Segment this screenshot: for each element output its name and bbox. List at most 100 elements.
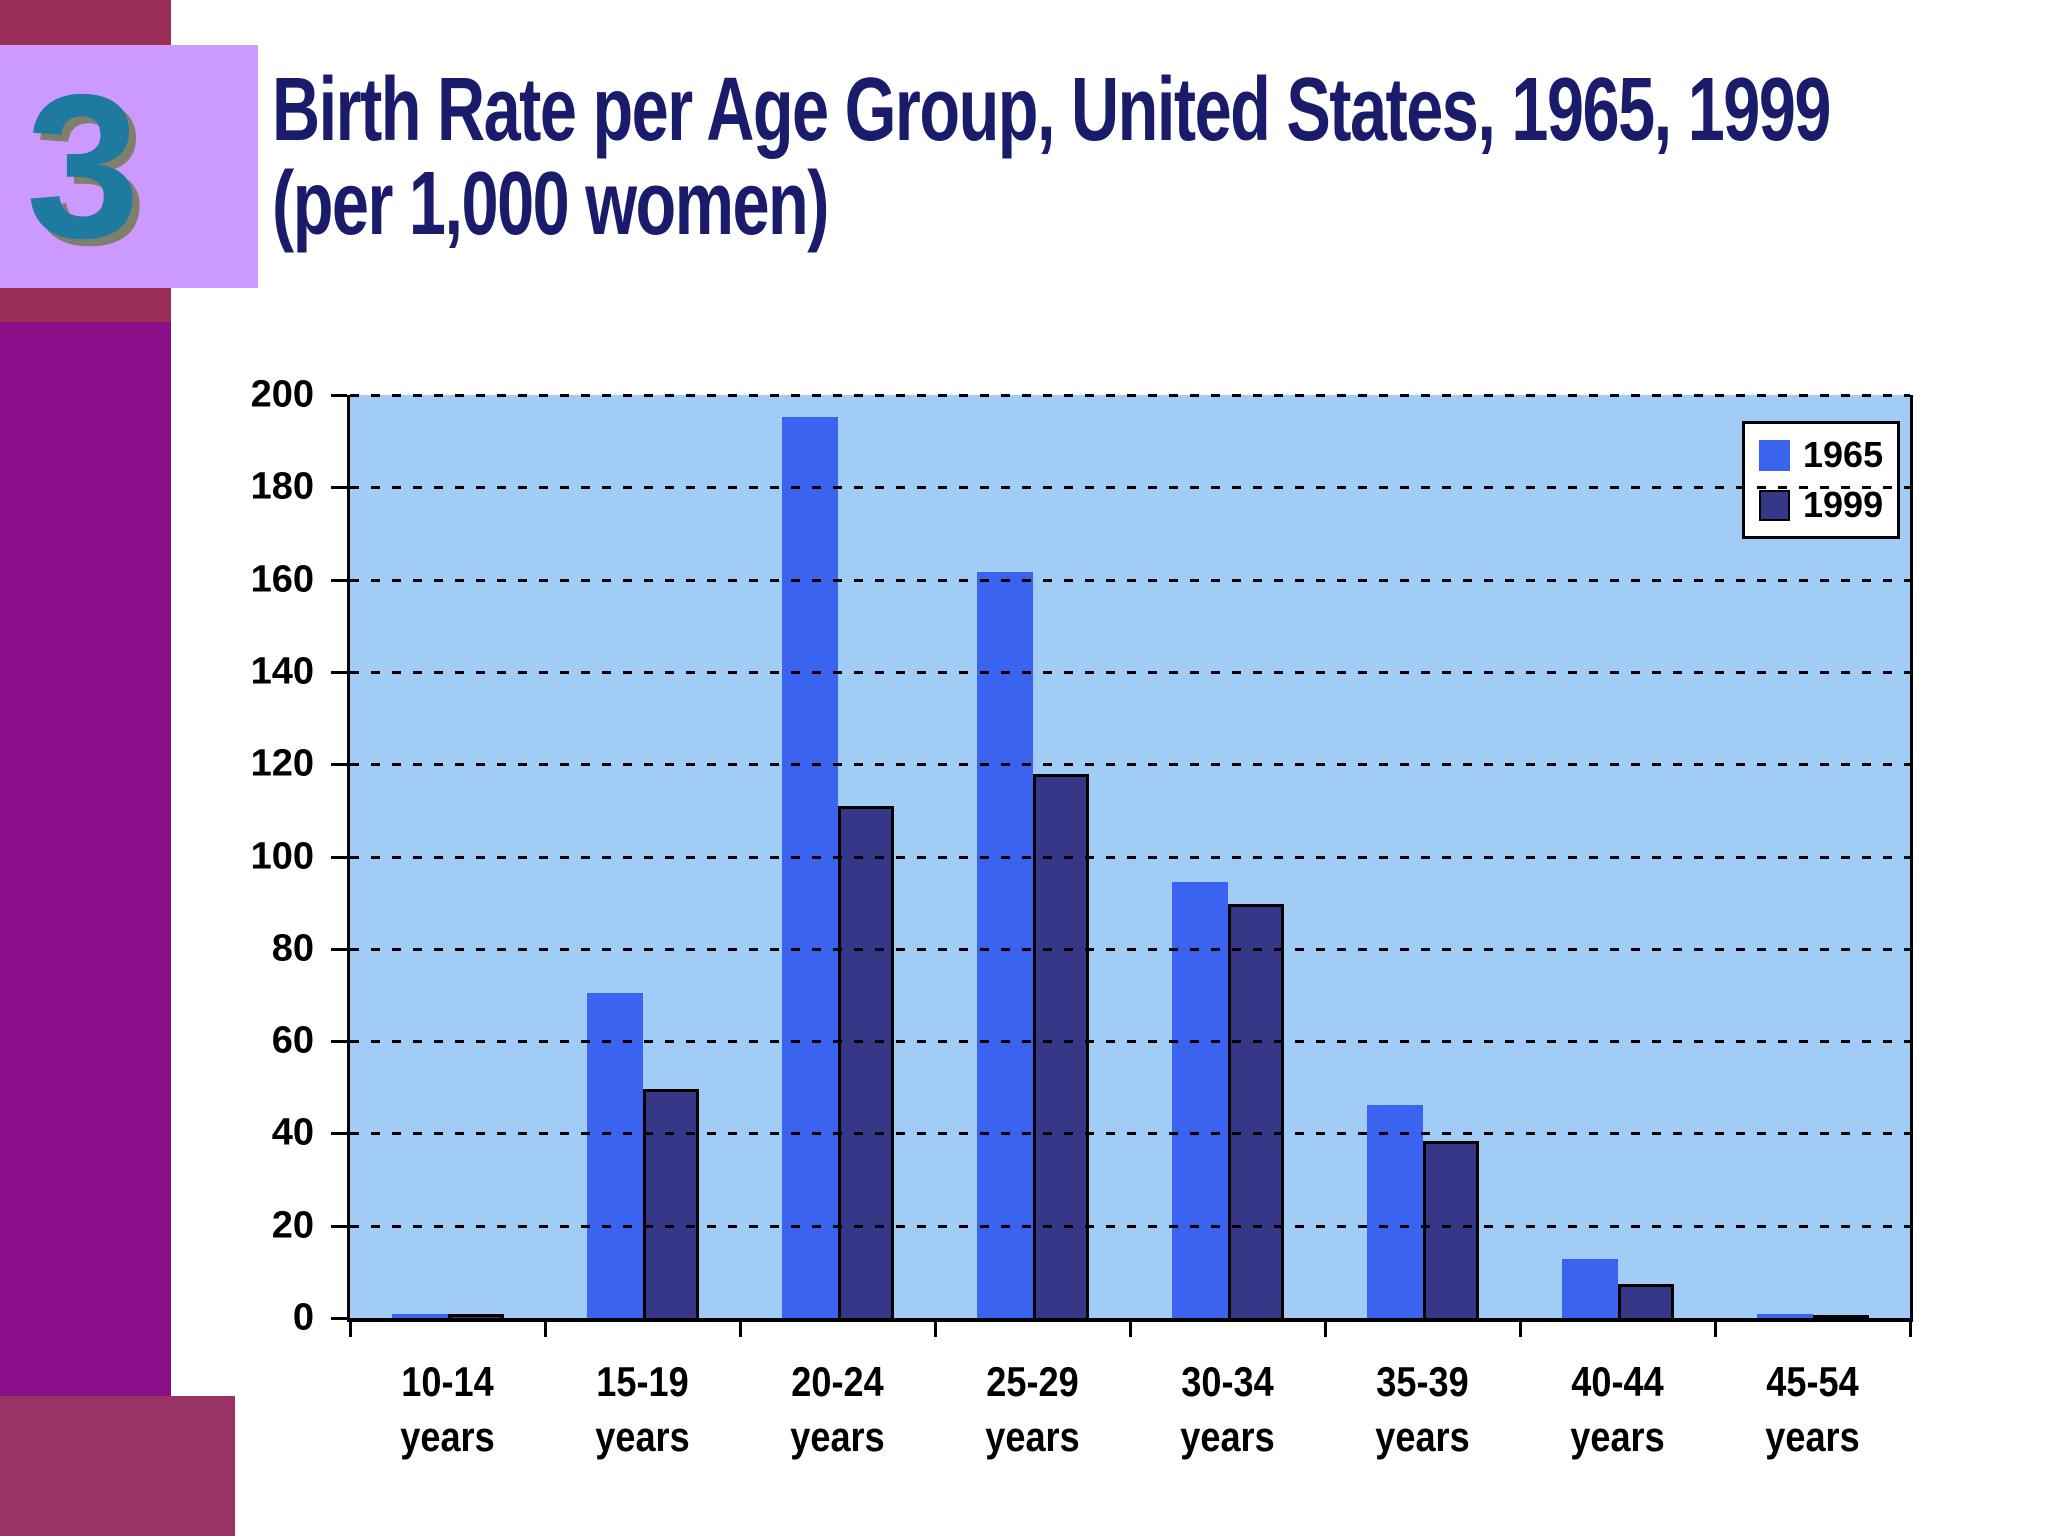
y-axis-label-40: 40	[271, 1111, 314, 1154]
legend-label-1999: 1999	[1803, 484, 1884, 525]
category-label-line: years	[595, 1413, 690, 1460]
y-axis-tick-80	[331, 947, 347, 951]
slide-title-line2: (per 1,000 women)	[272, 153, 829, 254]
y-axis-label-180: 180	[250, 465, 314, 508]
x-axis-tick-8	[1909, 1322, 1912, 1337]
category-label-line: years	[1765, 1413, 1860, 1460]
bottom-accent-block	[0, 1396, 235, 1536]
y-axis-tick-180	[331, 486, 347, 490]
category-label-line: 20-24	[791, 1358, 884, 1405]
y-axis-tick-160	[331, 578, 347, 582]
category-label-line: 45-54	[1766, 1358, 1859, 1405]
bar-group-20-24	[740, 395, 935, 1318]
y-axis-label-140: 140	[250, 650, 314, 693]
bar-group-45-54	[1715, 395, 1910, 1318]
bar-1965-40-44	[1561, 1259, 1618, 1318]
bar-1965-35-39	[1366, 1105, 1423, 1318]
category-label-25-29: 25-29 years	[949, 1354, 1117, 1464]
y-axis-tick-0	[331, 1317, 347, 1320]
category-label-line: years	[790, 1413, 885, 1460]
y-axis-tick-120	[331, 763, 347, 767]
bar-1965-45-54	[1756, 1314, 1813, 1318]
category-label-line: 35-39	[1376, 1358, 1469, 1405]
y-axis-tick-60	[331, 1040, 347, 1044]
y-axis-tick-200	[331, 394, 347, 397]
category-label-10-14: 10-14 years	[364, 1354, 532, 1464]
category-label-line: years	[1375, 1413, 1470, 1460]
x-axis-tick-5	[1324, 1322, 1327, 1337]
y-axis-tick-100	[331, 855, 347, 859]
category-label-line: 25-29	[986, 1358, 1079, 1405]
gridline-180	[350, 486, 1910, 490]
gridline-20	[350, 1224, 1910, 1228]
bar-1999-35-39	[1422, 1141, 1479, 1318]
legend-entry-1999: 1999	[1759, 487, 1883, 523]
bar-group-10-14	[350, 395, 545, 1318]
category-label-line: years	[1180, 1413, 1275, 1460]
chart-legend: 1965 1999	[1742, 421, 1901, 539]
x-axis-tick-7	[1714, 1322, 1717, 1337]
y-axis-label-100: 100	[250, 835, 314, 877]
gridline-60	[350, 1040, 1910, 1044]
y-axis-tick-140	[331, 670, 347, 674]
y-axis-label-120: 120	[250, 742, 314, 785]
y-axis-tick-20	[331, 1224, 347, 1228]
bar-1965-25-29	[976, 572, 1033, 1318]
bar-1999-10-14	[447, 1314, 504, 1318]
legend-swatch-1965	[1759, 439, 1790, 471]
slide-number-chip: 3	[0, 45, 258, 288]
slide-number: 3	[26, 52, 141, 281]
bar-1965-15-19	[586, 993, 643, 1318]
category-label-45-54: 45-54 years	[1729, 1354, 1897, 1464]
category-label-35-39: 35-39 years	[1339, 1354, 1507, 1464]
category-label-line: 40-44	[1571, 1358, 1664, 1405]
bar-1999-40-44	[1617, 1284, 1674, 1318]
y-axis-label-60: 60	[271, 1019, 314, 1062]
bar-1999-45-54	[1812, 1315, 1869, 1318]
category-label-30-34: 30-34 years	[1144, 1354, 1312, 1464]
bar-group-40-44	[1520, 395, 1715, 1318]
x-axis-tick-2	[739, 1322, 742, 1337]
gridline-140	[350, 670, 1910, 674]
bar-1965-20-24	[781, 417, 838, 1318]
category-label-line: years	[1570, 1413, 1665, 1460]
y-axis-label-80: 80	[271, 927, 314, 970]
y-axis-label-20: 20	[271, 1204, 314, 1247]
category-label-line: 30-34	[1181, 1358, 1274, 1405]
category-label-15-19: 15-19 years	[559, 1354, 727, 1464]
category-axis-labels: 10-14 years 15-19 years 20-24 years 25-29 years…	[350, 1354, 1910, 1464]
slide-title-line1: Birth Rate per Age Group, United States,…	[272, 60, 1831, 160]
category-label-line: years	[985, 1413, 1080, 1460]
category-label-line: years	[400, 1413, 495, 1460]
bar-1965-10-14	[391, 1314, 448, 1318]
x-axis-tick-1	[544, 1322, 547, 1337]
x-axis-tick-6	[1519, 1322, 1522, 1337]
gridline-120	[350, 763, 1910, 767]
slide-title: Birth Rate per Age Group, United States,…	[272, 60, 1831, 254]
gridline-160	[350, 578, 1910, 582]
bar-1999-15-19	[642, 1089, 699, 1318]
gridline-40	[350, 1132, 1910, 1136]
x-axis-tick-0	[349, 1322, 352, 1337]
bar-1999-20-24	[837, 806, 894, 1318]
gridline-200	[350, 394, 1910, 397]
legend-entry-1965: 1965	[1759, 437, 1883, 473]
category-label-line: 15-19	[596, 1358, 689, 1405]
category-label-20-24: 20-24 years	[754, 1354, 922, 1464]
category-label-line: 10-14	[401, 1358, 494, 1405]
left-accent-bar	[0, 322, 171, 1396]
bar-1999-30-34	[1227, 904, 1284, 1318]
chart-plot-area: 10-14 years 15-19 years 20-24 years 25-29 years…	[251, 374, 1913, 1460]
gridline-80	[350, 947, 1910, 951]
x-axis-tick-3	[934, 1322, 937, 1337]
y-axis-tick-40	[331, 1132, 347, 1136]
y-axis-label-200: 200	[250, 373, 314, 416]
category-label-40-44: 40-44 years	[1534, 1354, 1702, 1464]
bar-group-15-19	[545, 395, 740, 1318]
x-axis-tick-4	[1129, 1322, 1132, 1337]
bar-group-35-39	[1325, 395, 1520, 1318]
bar-1965-30-34	[1171, 882, 1228, 1318]
y-axis-label-160: 160	[250, 558, 314, 601]
y-axis-label-0: 0	[292, 1296, 314, 1339]
